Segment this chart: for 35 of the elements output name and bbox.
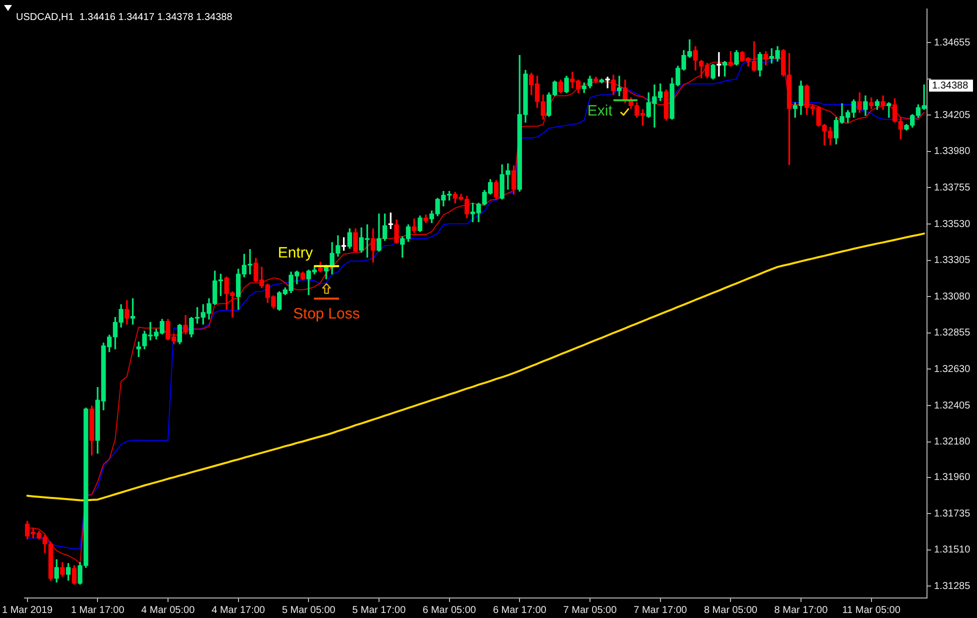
y-tick-label: 1.34205	[934, 110, 971, 121]
x-tick-label: 5 Mar 17:00	[352, 604, 406, 616]
ref-line-label: Stop Loss	[293, 306, 360, 323]
y-tick-label: 1.33755	[934, 182, 971, 194]
y-tick-label: 1.31510	[934, 544, 971, 556]
x-tick-label: 7 Mar 05:00	[563, 604, 618, 616]
y-tick-label: 1.32405	[934, 400, 971, 412]
y-tick-label: 1.31285	[934, 580, 971, 592]
x-tick-label: 8 Mar 17:00	[774, 604, 828, 616]
y-tick-label: 1.32630	[934, 364, 971, 375]
x-tick-label: 1 Mar 2019	[2, 604, 54, 616]
y-tick-label: 1.32855	[934, 328, 971, 339]
y-tick-label: 1.31960	[934, 472, 971, 484]
y-tick-label: 1.32180	[934, 436, 971, 448]
y-tick-label: 1.33530	[934, 218, 971, 230]
y-tick-label: 1.33305	[934, 255, 971, 266]
text: 1.34388	[932, 80, 969, 92]
y-tick-label: 1.34655	[934, 37, 971, 48]
x-tick-label: 6 Mar 17:00	[492, 604, 547, 616]
x-tick-label: 11 Mar 05:00	[842, 604, 901, 616]
y-tick-label: 1.33080	[934, 291, 971, 302]
ref-line-label: Entry	[278, 244, 314, 262]
chart-title: USDCAD,H1 1.34416 1.34417 1.34378 1.34388	[16, 12, 233, 23]
candlestick	[716, 52, 722, 76]
x-tick-label: 8 Mar 05:00	[704, 604, 758, 616]
ref-line-label: Exit	[587, 102, 614, 120]
x-tick-label: 4 Mar 05:00	[141, 604, 196, 616]
y-tick-label: 1.33980	[934, 146, 971, 158]
x-tick-label: 6 Mar 05:00	[422, 604, 476, 616]
x-tick-label: 5 Mar 05:00	[282, 604, 336, 616]
y-tick-label: 1.31735	[934, 508, 971, 520]
x-tick-label: 7 Mar 17:00	[634, 604, 688, 616]
x-tick-label: 1 Mar 17:00	[70, 604, 125, 616]
candlestick	[605, 76, 610, 88]
x-tick-label: 4 Mar 17:00	[212, 604, 266, 616]
